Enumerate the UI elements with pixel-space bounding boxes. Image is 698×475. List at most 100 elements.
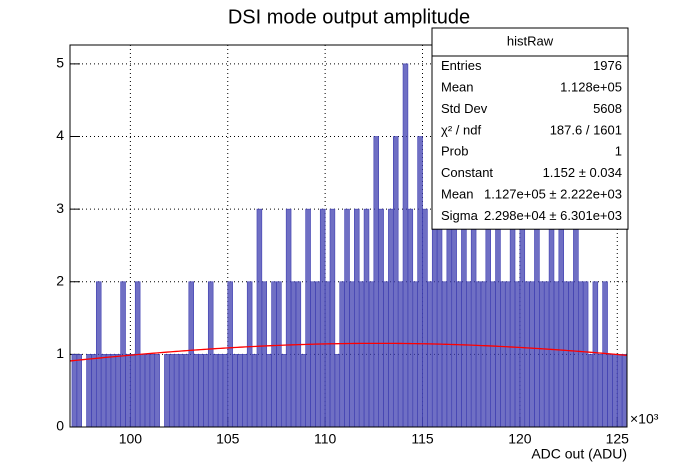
bar [407, 208, 414, 428]
bar [71, 354, 78, 428]
bar [543, 281, 550, 428]
bar [281, 354, 287, 428]
fit-curve [69, 342, 628, 362]
bar [363, 208, 370, 428]
stats-title: histRaw [507, 33, 554, 48]
bar [441, 281, 448, 428]
bar [100, 354, 107, 428]
chart-title: DSI mode output amplitude [228, 6, 470, 28]
bar [524, 281, 530, 428]
bar [300, 354, 306, 428]
bar [402, 63, 409, 428]
stats-label: Std Dev [441, 101, 488, 116]
bar [568, 281, 574, 428]
bar [349, 281, 355, 428]
bar [592, 281, 599, 428]
bar [207, 281, 214, 428]
bar [529, 281, 535, 428]
y-tick-label: 0 [56, 418, 64, 434]
stats-value: 5608 [593, 101, 622, 116]
bar [261, 281, 268, 428]
bar [164, 354, 170, 428]
bar [285, 208, 292, 428]
bar [563, 281, 569, 428]
bar [436, 208, 443, 428]
bar [470, 208, 477, 428]
bar [616, 354, 623, 428]
bar [276, 281, 282, 428]
bar [115, 354, 121, 428]
bar [271, 281, 277, 428]
stats-value: 1976 [593, 58, 622, 73]
bar [558, 208, 565, 428]
bar [144, 354, 151, 428]
stats-label: Mean [441, 187, 474, 202]
stats-value: 2.298e+04 ± 6.301e+03 [484, 208, 622, 223]
stats-label: Mean [441, 80, 474, 95]
bar [495, 208, 501, 428]
bar [183, 354, 190, 428]
y-tick-label: 1 [56, 345, 64, 361]
y-tick-label: 4 [56, 127, 64, 143]
bar [582, 281, 589, 428]
bar [485, 208, 491, 428]
bar [217, 354, 224, 428]
stats-label: Sigma [441, 208, 479, 223]
bar [490, 281, 496, 428]
bar [534, 208, 540, 428]
x-tick-label: 100 [119, 431, 143, 447]
bar [154, 354, 160, 428]
bar [290, 281, 297, 428]
bar [315, 281, 321, 428]
x-multiplier: ×10³ [630, 411, 659, 427]
bar [266, 354, 272, 428]
bar [383, 281, 389, 428]
bar [95, 281, 102, 428]
bar [597, 354, 603, 428]
bar [130, 354, 136, 428]
bar [173, 354, 180, 428]
bar [553, 281, 560, 428]
bar [354, 208, 360, 428]
x-tick-label: 110 [314, 431, 337, 447]
bar [237, 354, 243, 428]
bar [295, 281, 302, 428]
bar [203, 354, 209, 428]
stats-value: 1.128e+05 [560, 80, 622, 95]
stats-box [431, 27, 629, 230]
bar [480, 281, 487, 428]
stats-value: 1.152 ± 0.034 [543, 165, 622, 180]
stats-label: χ² / ndf [441, 122, 481, 137]
bar [427, 281, 433, 428]
bar [339, 281, 345, 428]
bar [446, 208, 453, 428]
x-tick-label: 125 [606, 431, 630, 447]
x-tick-label: 115 [411, 431, 434, 447]
bar [188, 281, 194, 428]
bar [120, 281, 126, 428]
bar [412, 281, 418, 428]
bar [368, 281, 375, 428]
stats-label: Prob [441, 144, 468, 159]
stats-label: Constant [441, 165, 493, 180]
y-tick-label: 5 [56, 55, 64, 71]
bar [110, 354, 117, 428]
bar [256, 208, 263, 428]
bar [602, 281, 608, 428]
bar [607, 354, 613, 428]
bar [519, 208, 526, 428]
bar [310, 281, 316, 428]
bar [500, 281, 506, 428]
bar [422, 208, 428, 428]
bar [373, 136, 379, 428]
bar [305, 208, 311, 428]
bar [125, 354, 131, 428]
plot-frame [69, 44, 628, 428]
bar [139, 354, 146, 428]
bar [324, 281, 331, 428]
bar [456, 281, 462, 428]
bar [475, 281, 482, 428]
bar [514, 281, 521, 428]
bar [466, 281, 472, 428]
bar [212, 354, 219, 428]
